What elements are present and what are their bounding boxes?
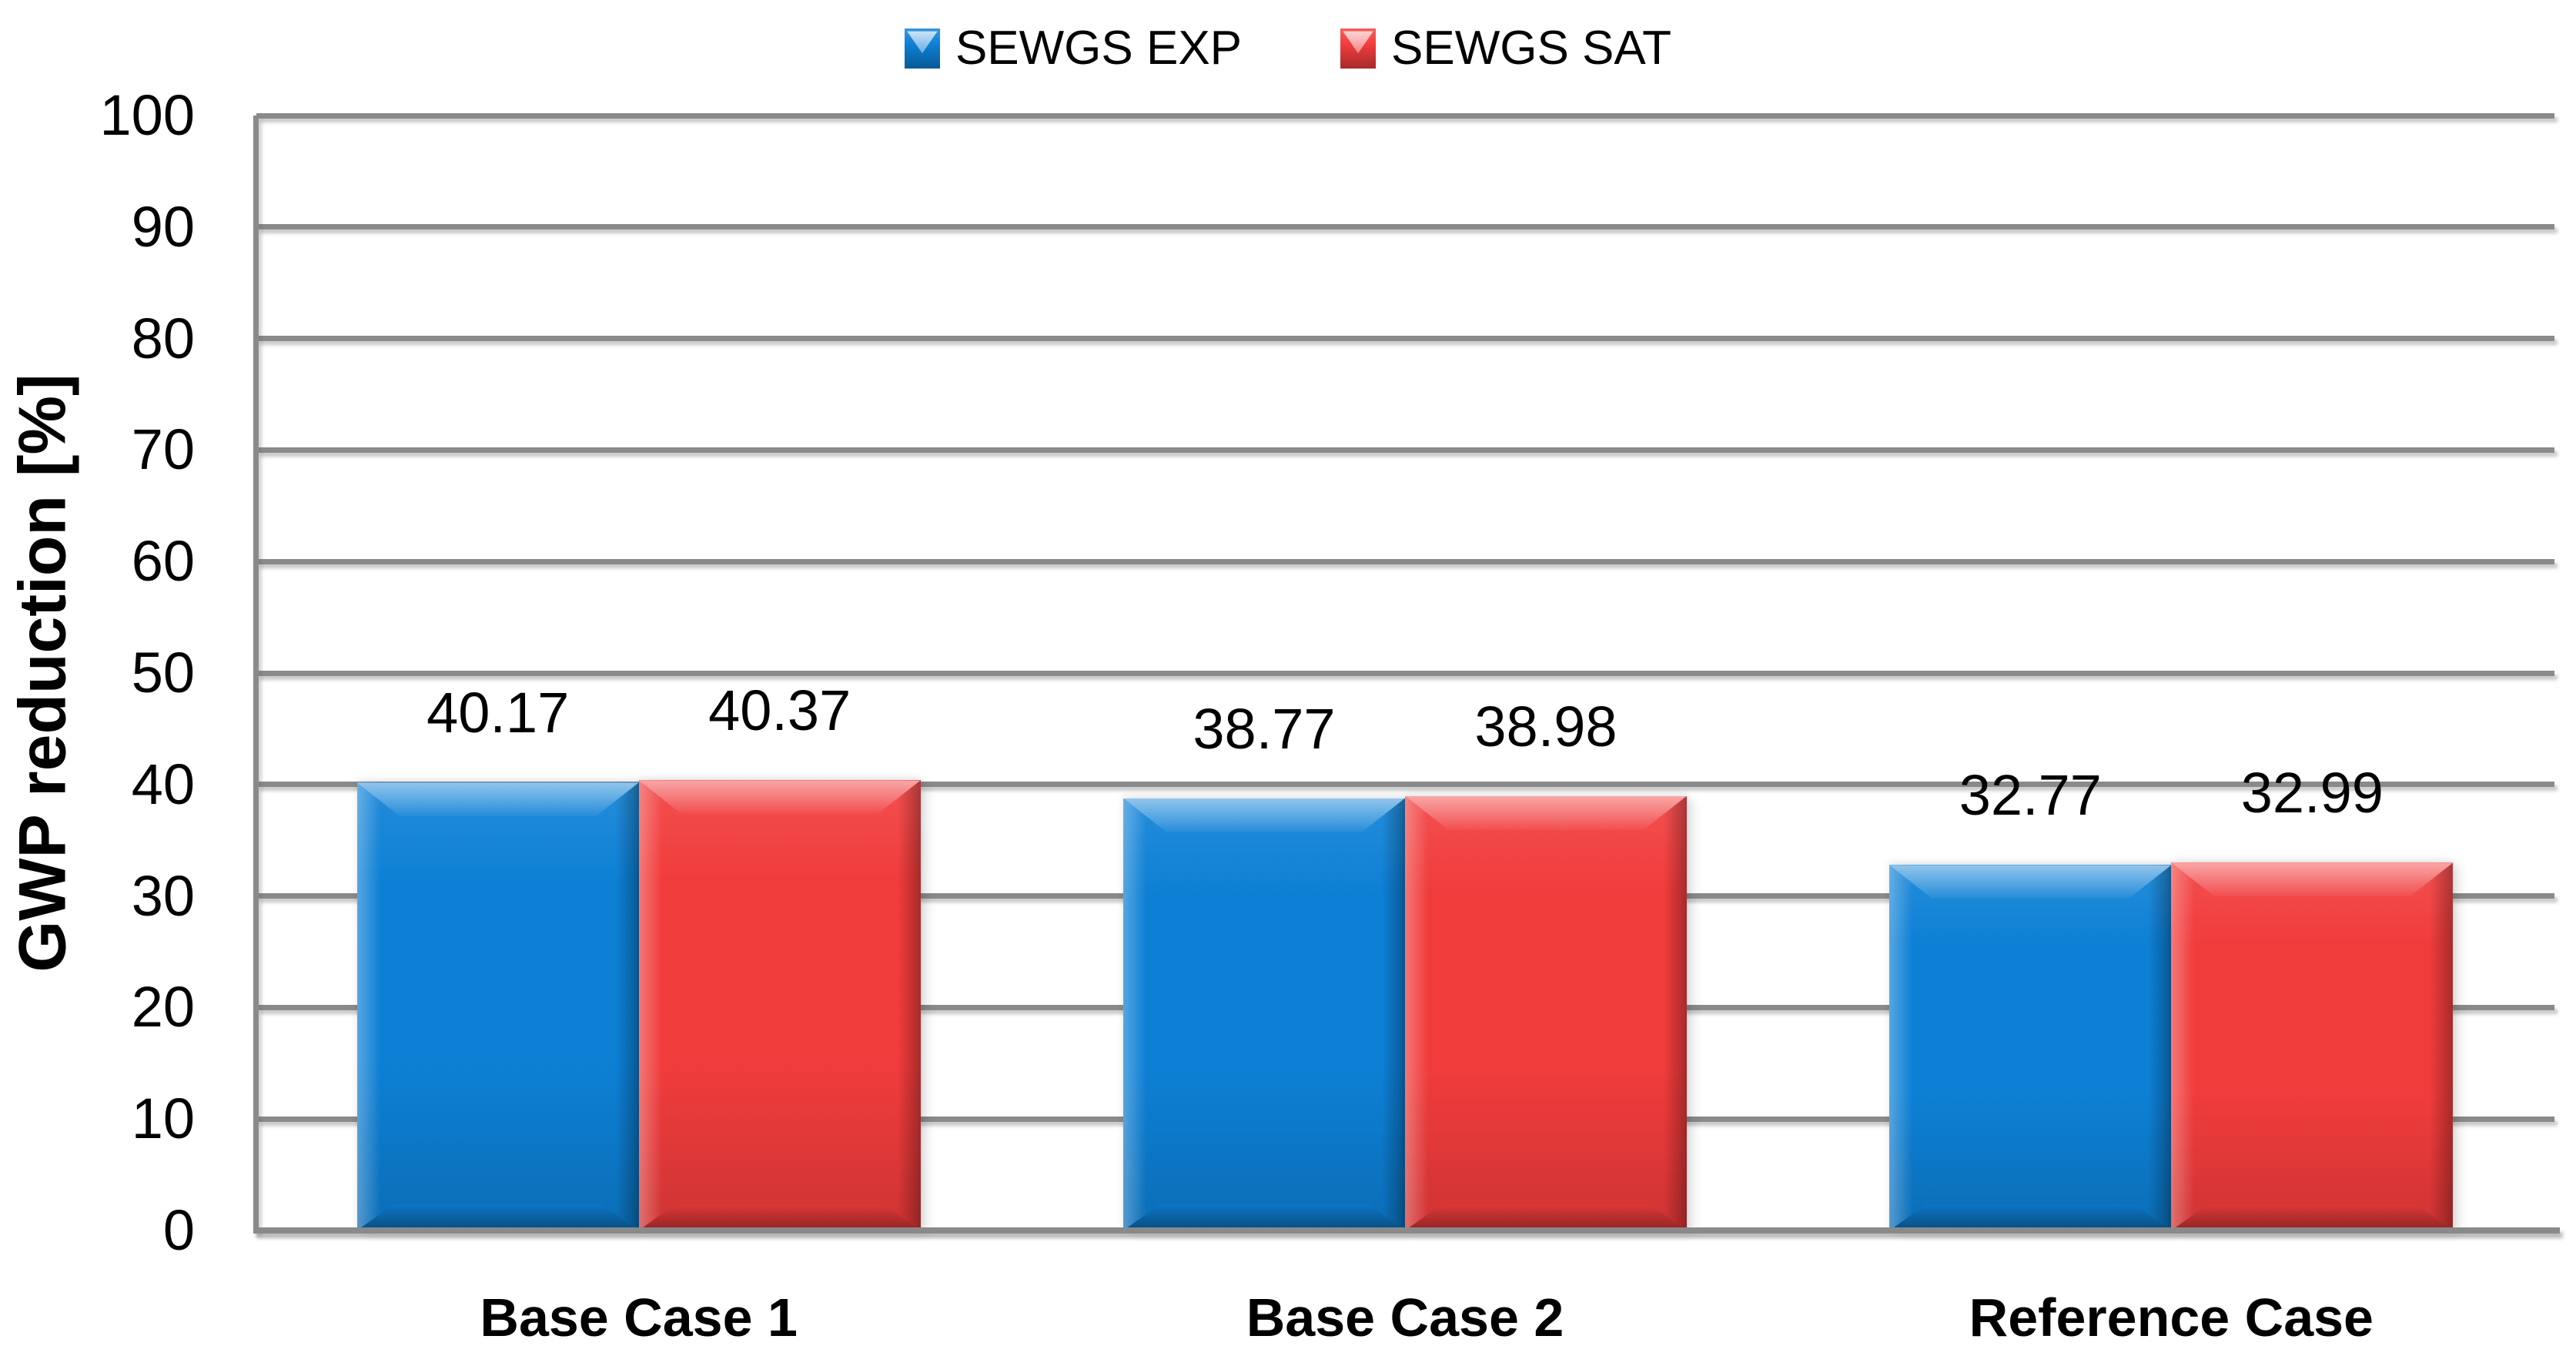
- legend-marker-sewgs-sat-icon: [1340, 28, 1377, 69]
- bar-sewgs-exp-base-case-2: [1123, 798, 1405, 1230]
- y-tick-label-60: 60: [131, 529, 195, 594]
- gridline-50: [256, 670, 2554, 676]
- legend-marker-sewgs-exp-icon: [904, 28, 940, 69]
- y-tick-label-40: 40: [131, 752, 195, 816]
- legend: SEWGS EXP SEWGS SAT: [0, 14, 2576, 83]
- y-axis-line: [253, 116, 259, 1234]
- data-label-sewgs-sat-base-case-1: 40.37: [708, 678, 851, 743]
- gridline-60: [256, 558, 2554, 564]
- y-tick-label-100: 100: [99, 83, 195, 147]
- gridline-90: [256, 224, 2554, 230]
- legend-label-sewgs-sat: SEWGS SAT: [1391, 22, 1672, 75]
- legend-item-sewgs-exp: SEWGS EXP: [904, 22, 1243, 75]
- bar-sewgs-exp-base-case-1: [356, 782, 639, 1230]
- y-tick-label-10: 10: [131, 1086, 195, 1151]
- data-label-sewgs-sat-base-case-2: 38.98: [1474, 694, 1618, 758]
- x-axis-line: [253, 1227, 2560, 1234]
- category-label-base-case-2: Base Case 2: [1246, 1287, 1564, 1348]
- y-tick-label-0: 0: [162, 1198, 195, 1262]
- data-label-sewgs-exp-reference-case: 32.77: [1959, 763, 2102, 828]
- data-label-sewgs-sat-reference-case: 32.99: [2240, 761, 2384, 825]
- bar-sewgs-exp-reference-case: [1889, 865, 2172, 1230]
- y-tick-label-80: 80: [131, 306, 195, 370]
- gridline-80: [256, 336, 2554, 342]
- category-label-base-case-1: Base Case 1: [480, 1287, 798, 1348]
- y-tick-label-20: 20: [131, 975, 195, 1040]
- legend-label-sewgs-exp: SEWGS EXP: [955, 22, 1243, 75]
- y-tick-label-90: 90: [131, 194, 195, 259]
- data-label-sewgs-exp-base-case-2: 38.77: [1193, 696, 1336, 761]
- category-label-reference-case: Reference Case: [1969, 1287, 2374, 1348]
- gridline-100: [256, 112, 2554, 119]
- y-tick-label-50: 50: [131, 641, 195, 705]
- bar-sewgs-sat-base-case-2: [1405, 795, 1687, 1230]
- legend-item-sewgs-sat: SEWGS SAT: [1340, 22, 1671, 75]
- bar-sewgs-sat-reference-case: [2171, 862, 2454, 1230]
- gridline-70: [256, 447, 2554, 453]
- y-tick-label-70: 70: [131, 417, 195, 482]
- data-label-sewgs-exp-base-case-1: 40.17: [427, 681, 570, 745]
- bar-sewgs-sat-base-case-1: [638, 780, 921, 1230]
- y-tick-label-30: 30: [131, 863, 195, 928]
- gridline-40: [256, 782, 2554, 788]
